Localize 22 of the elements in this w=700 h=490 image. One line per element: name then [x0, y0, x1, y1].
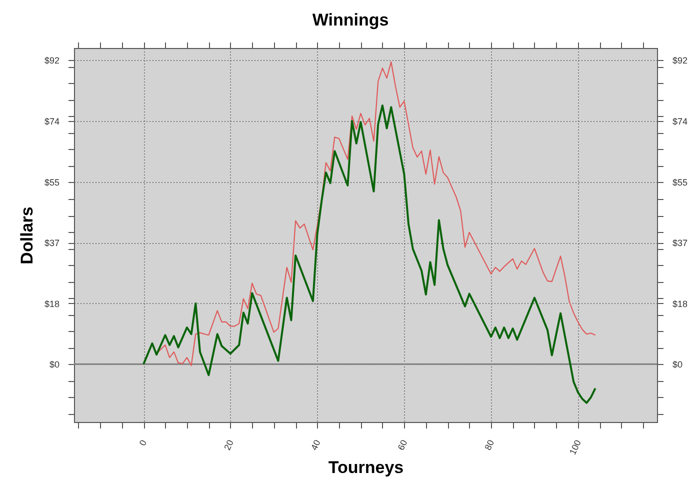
y2-tick-label: $18 — [672, 298, 688, 309]
x-tick-label: 20 — [222, 438, 236, 452]
y-tick-label: $55 — [44, 177, 60, 188]
chart-title: Winnings — [312, 10, 389, 30]
line-series — [142, 104, 596, 404]
x-tick-label: 100 — [568, 438, 583, 456]
x-axis-title: Tourneys — [328, 458, 404, 478]
y-tick-label: $92 — [44, 56, 60, 66]
x-tick-label: 40 — [309, 438, 322, 452]
y-tick-label: $37 — [44, 238, 60, 248]
y2-tick-label: $37 — [672, 238, 688, 248]
y2-tick-label: $92 — [672, 56, 688, 66]
y-tick-label: $0 — [49, 360, 60, 370]
y-axis-title: Dollars — [17, 206, 36, 264]
y2-tick-label: $55 — [672, 177, 688, 188]
y2-tick-label: $74 — [672, 116, 688, 127]
x-tick-label: 0 — [137, 438, 149, 448]
x-tick-label: 80 — [482, 438, 496, 452]
y-tick-label: $74 — [44, 116, 60, 127]
y-tick-label: $18 — [44, 298, 60, 309]
y2-tick-label: $0 — [672, 360, 683, 370]
x-tick-label: 60 — [396, 438, 410, 452]
